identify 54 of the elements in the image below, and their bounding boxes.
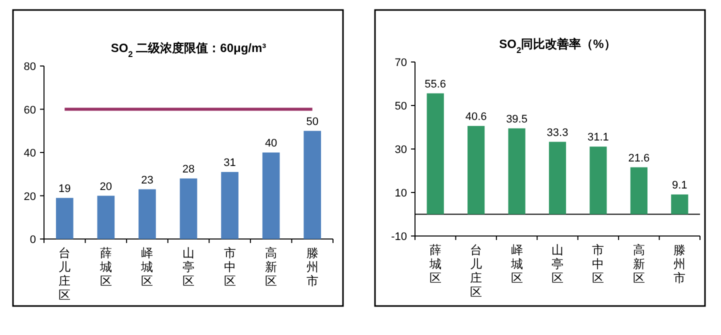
bar bbox=[426, 93, 444, 214]
data-label: 21.6 bbox=[628, 152, 650, 164]
bar bbox=[508, 128, 526, 214]
x-tick-label: 薛城区 bbox=[428, 243, 442, 285]
bar bbox=[97, 196, 115, 239]
y-tick-label: 70 bbox=[394, 57, 407, 69]
bar bbox=[548, 142, 566, 214]
y-tick-label: 10 bbox=[394, 188, 407, 200]
y-tick-label: 0 bbox=[30, 234, 36, 246]
data-label: 50 bbox=[306, 116, 318, 128]
data-label: 23 bbox=[141, 174, 154, 186]
data-label: 28 bbox=[182, 163, 195, 176]
bar bbox=[671, 194, 688, 214]
x-tick-label: 市中区 bbox=[592, 243, 604, 285]
x-tick-label: 高新区 bbox=[265, 246, 278, 288]
data-label: 9.1 bbox=[672, 179, 688, 192]
data-label: 39.5 bbox=[506, 113, 528, 126]
bar bbox=[138, 189, 156, 239]
x-tick-label: 薛城区 bbox=[98, 246, 112, 288]
data-label: 31.1 bbox=[588, 132, 609, 144]
y-tick-label: 80 bbox=[24, 61, 36, 73]
x-tick-label: 峄城区 bbox=[510, 243, 523, 285]
bar bbox=[221, 172, 238, 239]
data-label: 55.6 bbox=[424, 78, 446, 90]
x-tick-label: 台儿庄区 bbox=[58, 246, 71, 302]
data-label: 19 bbox=[58, 182, 71, 195]
y-tick-label: -10 bbox=[391, 231, 407, 243]
y-tick-label: 50 bbox=[394, 100, 407, 112]
data-label: 31 bbox=[224, 156, 236, 169]
bar bbox=[630, 167, 648, 214]
x-tick-label: 峄城区 bbox=[140, 246, 154, 288]
x-tick-label: 滕州市 bbox=[306, 246, 318, 288]
bar bbox=[56, 198, 74, 239]
bar bbox=[590, 146, 607, 214]
y-tick-label: 40 bbox=[24, 148, 36, 160]
x-tick-label: 山亭区 bbox=[182, 246, 194, 288]
y-tick-label: 30 bbox=[394, 144, 407, 156]
bar bbox=[180, 178, 198, 239]
y-tick-label: 20 bbox=[24, 190, 36, 203]
x-tick-label: 山亭区 bbox=[552, 243, 564, 285]
x-tick-label: 台儿庄区 bbox=[470, 243, 482, 299]
x-tick-label: 高新区 bbox=[632, 243, 645, 285]
chart-title: SO$_{2}$同比改善率（%） bbox=[499, 37, 616, 55]
data-label: 33.3 bbox=[546, 126, 568, 139]
bar bbox=[304, 130, 322, 239]
bar bbox=[262, 152, 280, 239]
x-tick-label: 滕州市 bbox=[674, 243, 686, 285]
bar bbox=[468, 126, 485, 214]
chart-title: SO$_{2}$ 二级浓度限值：60μg/m³ bbox=[110, 41, 266, 59]
x-tick-label: 市中区 bbox=[224, 246, 236, 288]
data-label: 20 bbox=[100, 180, 112, 193]
y-tick-label: 60 bbox=[24, 104, 36, 116]
data-label: 40.6 bbox=[465, 110, 487, 123]
data-label: 40 bbox=[264, 138, 278, 150]
